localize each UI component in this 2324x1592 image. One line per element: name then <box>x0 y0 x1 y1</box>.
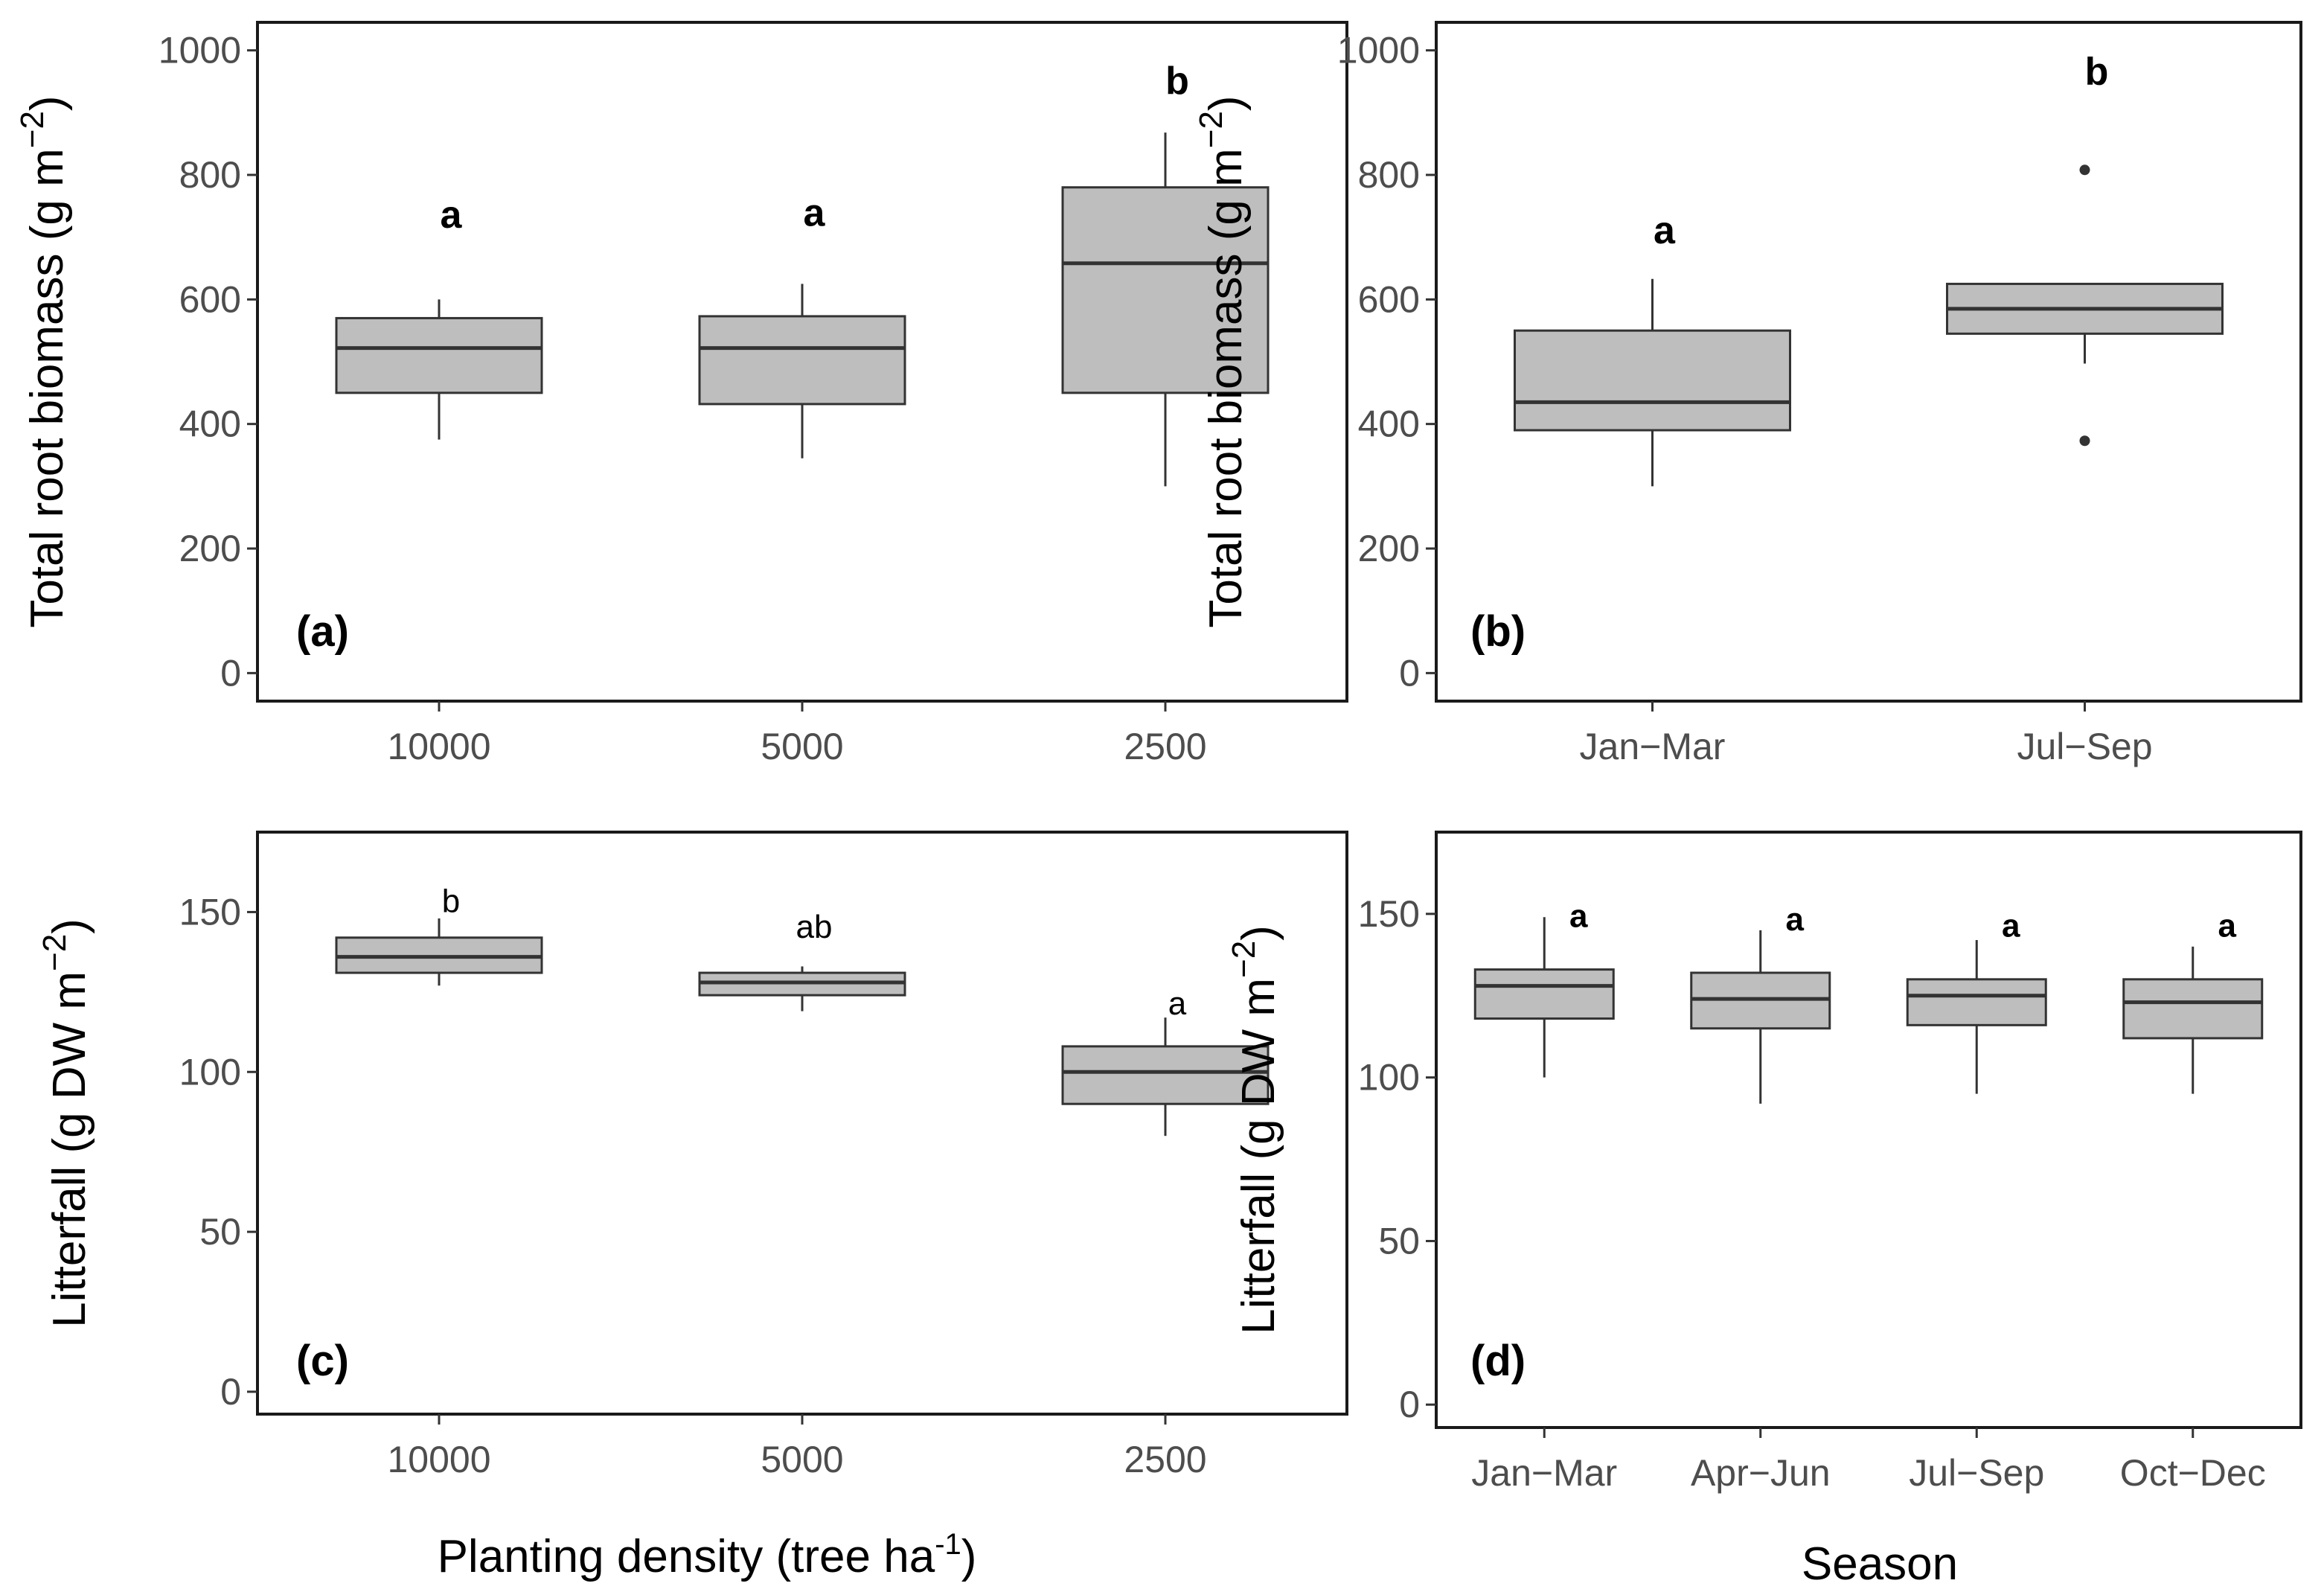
outlier-point <box>2079 164 2090 176</box>
y-tick-label: 600 <box>1358 278 1420 320</box>
x-tick-label: 2500 <box>1124 1439 1206 1480</box>
y-axis-title: Total root biomass (g m−2) <box>1193 95 1252 627</box>
y-tick-label: 400 <box>179 403 241 445</box>
panel-label: (d) <box>1470 1337 1526 1385</box>
x-tick-label: Jan−Mar <box>1580 726 1726 767</box>
significance-letter: ab <box>796 909 833 945</box>
plot-frame <box>1435 21 2302 703</box>
x-tick-label: Oct−Dec <box>2120 1452 2266 1494</box>
significance-letter: a <box>804 192 826 235</box>
y-tick-label: 200 <box>179 528 241 569</box>
panel-label: (b) <box>1470 607 1526 656</box>
x-tick-label: Jan−Mar <box>1471 1452 1617 1494</box>
y-tick-label: 100 <box>1358 1057 1420 1099</box>
y-tick-label: 0 <box>220 1371 241 1413</box>
x-tick-label: 10000 <box>387 726 490 767</box>
y-tick-label: 200 <box>1358 528 1420 569</box>
panel-b: 0 200 400 600 800 1000 Total root biomass (g m… <box>1193 21 2302 767</box>
y-axis-title: Litterfall (g DW m−2) <box>36 918 95 1328</box>
y-tick-label: 50 <box>1378 1220 1420 1262</box>
significance-letter: a <box>441 194 463 237</box>
outlier-point <box>2079 435 2090 447</box>
box <box>1061 1045 1270 1105</box>
y-tick-label: 150 <box>1358 893 1420 935</box>
x-tick-label: 5000 <box>761 726 843 767</box>
x-tick-label: Apr−Jun <box>1691 1452 1831 1494</box>
significance-letter: a <box>2002 908 2020 944</box>
x-axis-title-planting-density: Planting density (tree ha-1) <box>438 1528 977 1582</box>
box <box>335 316 543 394</box>
x-tick-label: 5000 <box>761 1439 843 1480</box>
significance-letter: a <box>1786 901 1805 938</box>
y-tick-label: 400 <box>1358 403 1420 445</box>
significance-letter: b <box>442 883 460 919</box>
significance-letter: a <box>1654 209 1676 252</box>
significance-letter: a <box>1569 898 1588 934</box>
box <box>1514 329 1791 432</box>
plot-frame <box>1435 831 2302 1429</box>
box <box>1473 968 1615 1020</box>
panel-a: 0 200 400 600 800 1000 Total root biomass (g m… <box>14 21 1348 767</box>
box <box>1906 978 2047 1026</box>
y-tick-label: 800 <box>179 154 241 196</box>
significance-letter: b <box>1165 60 1189 103</box>
x-tick-label: 10000 <box>387 1439 490 1480</box>
y-tick-label: 1000 <box>159 30 241 71</box>
box <box>1061 186 1270 394</box>
y-tick-label: 50 <box>199 1211 241 1253</box>
y-tick-label: 800 <box>1358 154 1420 196</box>
x-tick-label: 2500 <box>1124 726 1206 767</box>
panel-label: (c) <box>296 1337 349 1385</box>
panel-label: (a) <box>296 607 349 656</box>
significance-letter: a <box>2218 908 2237 944</box>
box <box>698 315 906 406</box>
y-tick-label: 1000 <box>1337 30 1420 71</box>
y-tick-label: 0 <box>1399 652 1420 694</box>
x-axis-title-season: Season <box>1802 1538 1958 1590</box>
y-axis-title: Total root biomass (g m−2) <box>14 95 73 627</box>
y-axis-title: Litterfall (g DW m−2) <box>1226 925 1284 1334</box>
panel-d: 0 50 100 150 Litterfall (g DW m−2) (d) Jan−Mar… <box>1226 831 2302 1494</box>
panel-c: 0 50 100 150 Litterfall (g DW m−2) (c) 10000 b 5… <box>36 831 1348 1480</box>
x-tick-label: Jul−Sep <box>2017 726 2152 767</box>
significance-letter: a <box>1168 985 1187 1022</box>
y-tick-label: 100 <box>179 1051 241 1093</box>
y-tick-label: 0 <box>1399 1384 1420 1425</box>
y-tick-label: 150 <box>179 891 241 933</box>
box <box>2122 978 2264 1040</box>
significance-letter: b <box>2085 51 2109 94</box>
y-tick-label: 0 <box>220 652 241 694</box>
x-tick-label: Jul−Sep <box>1909 1452 2044 1494</box>
y-tick-label: 600 <box>179 278 241 320</box>
